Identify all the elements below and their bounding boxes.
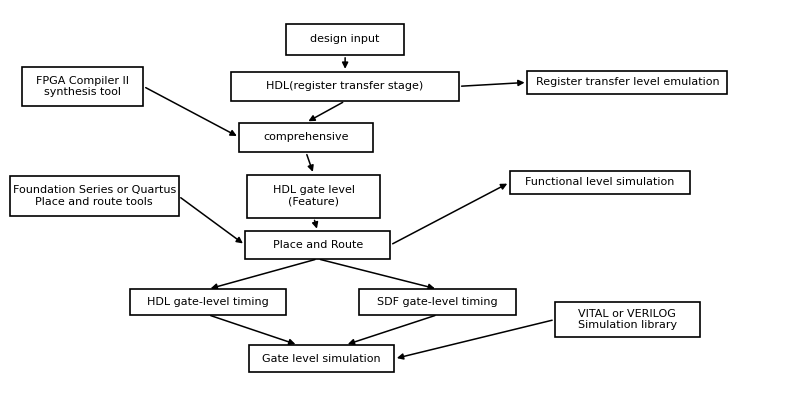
FancyBboxPatch shape bbox=[555, 302, 700, 337]
FancyBboxPatch shape bbox=[286, 24, 404, 55]
FancyBboxPatch shape bbox=[22, 67, 143, 106]
Text: design input: design input bbox=[310, 34, 380, 44]
Text: HDL(register transfer stage): HDL(register transfer stage) bbox=[266, 81, 424, 91]
FancyBboxPatch shape bbox=[10, 176, 178, 216]
Text: HDL gate-level timing: HDL gate-level timing bbox=[147, 297, 269, 307]
FancyBboxPatch shape bbox=[247, 174, 381, 218]
FancyBboxPatch shape bbox=[130, 289, 286, 315]
FancyBboxPatch shape bbox=[245, 231, 390, 259]
Text: FPGA Compiler II
synthesis tool: FPGA Compiler II synthesis tool bbox=[36, 76, 129, 97]
Text: comprehensive: comprehensive bbox=[263, 132, 349, 142]
FancyBboxPatch shape bbox=[510, 170, 690, 194]
Text: VITAL or VERILOG
Simulation library: VITAL or VERILOG Simulation library bbox=[578, 309, 677, 330]
Text: Register transfer level emulation: Register transfer level emulation bbox=[535, 77, 719, 87]
Text: SDF gate-level timing: SDF gate-level timing bbox=[378, 297, 498, 307]
Text: Place and Route: Place and Route bbox=[273, 240, 363, 250]
FancyBboxPatch shape bbox=[249, 345, 394, 372]
Text: HDL gate level
(Feature): HDL gate level (Feature) bbox=[273, 185, 354, 207]
FancyBboxPatch shape bbox=[239, 122, 373, 152]
Text: Foundation Series or Quartus
Place and route tools: Foundation Series or Quartus Place and r… bbox=[13, 185, 176, 207]
Text: Gate level simulation: Gate level simulation bbox=[262, 354, 381, 364]
Text: Functional level simulation: Functional level simulation bbox=[526, 177, 674, 187]
FancyBboxPatch shape bbox=[231, 72, 459, 101]
FancyBboxPatch shape bbox=[527, 71, 727, 94]
FancyBboxPatch shape bbox=[359, 289, 516, 315]
